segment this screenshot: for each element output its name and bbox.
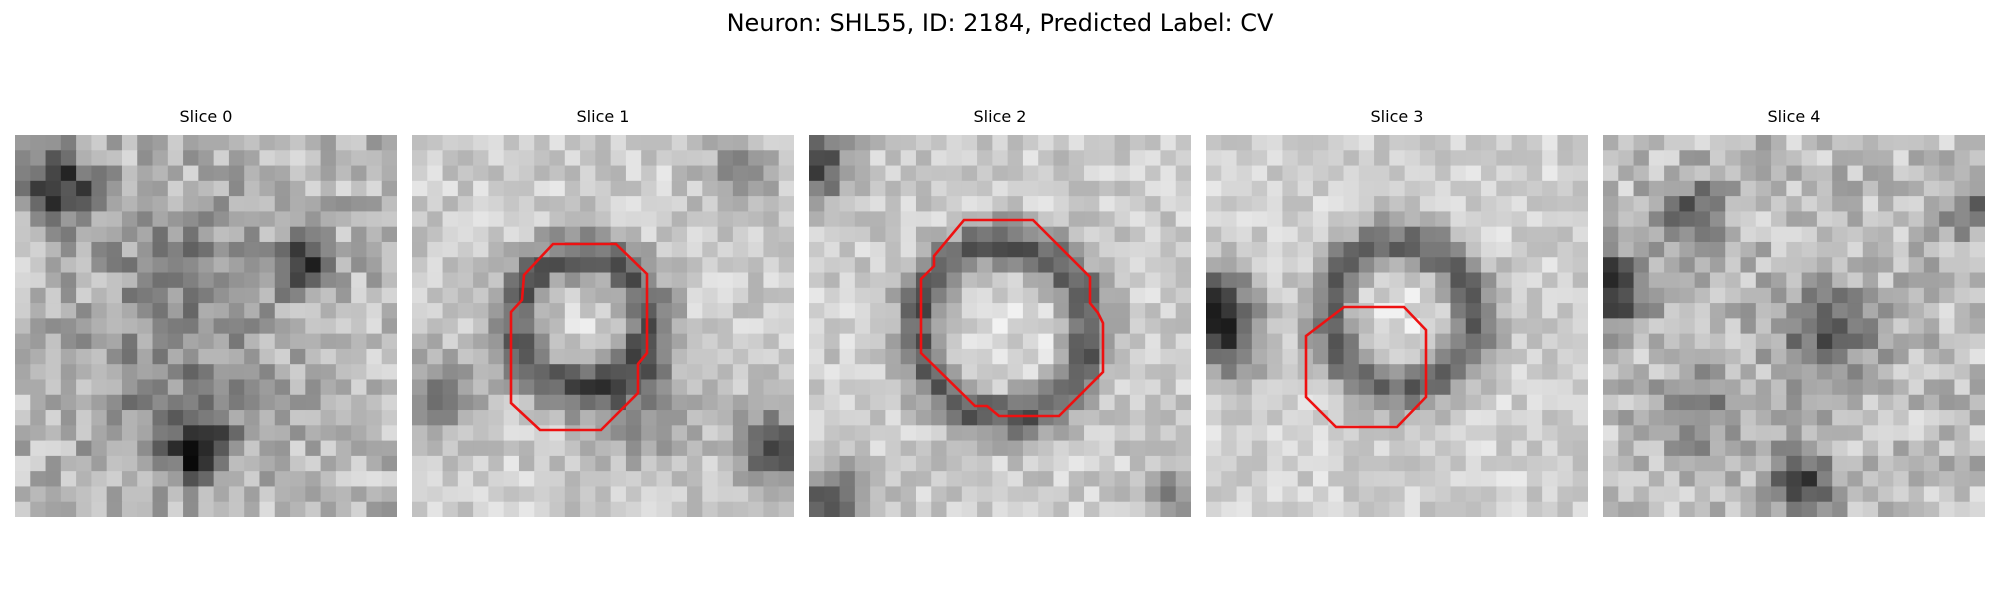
slice-panel-4: Slice 4	[1603, 107, 1985, 519]
slice-panel-3: Slice 3	[1206, 107, 1588, 519]
pixel-grid	[15, 135, 397, 517]
slice-title-0: Slice 0	[179, 107, 233, 126]
roi-outline	[1304, 305, 1428, 429]
pixel-grid	[412, 135, 794, 517]
slice-title-3: Slice 3	[1370, 107, 1424, 126]
pixel-grid	[1206, 135, 1588, 517]
slice-image-3	[1206, 135, 1588, 517]
slice-panel-0: Slice 0	[15, 107, 397, 519]
pixel-grid	[1603, 135, 1985, 517]
roi-outline	[509, 242, 649, 432]
slice-panel-1: Slice 1	[412, 107, 794, 519]
slice-image-1	[412, 135, 794, 517]
slice-title-4: Slice 4	[1767, 107, 1821, 126]
slice-image-0	[15, 135, 397, 517]
slice-image-2	[809, 135, 1191, 517]
pixel-grid	[809, 135, 1191, 517]
slice-image-4	[1603, 135, 1985, 517]
slice-panel-2: Slice 2	[809, 107, 1191, 519]
slice-title-2: Slice 2	[973, 107, 1027, 126]
slice-title-1: Slice 1	[576, 107, 630, 126]
figure-title: Neuron: SHL55, ID: 2184, Predicted Label…	[726, 9, 1274, 37]
roi-outline	[919, 218, 1105, 418]
